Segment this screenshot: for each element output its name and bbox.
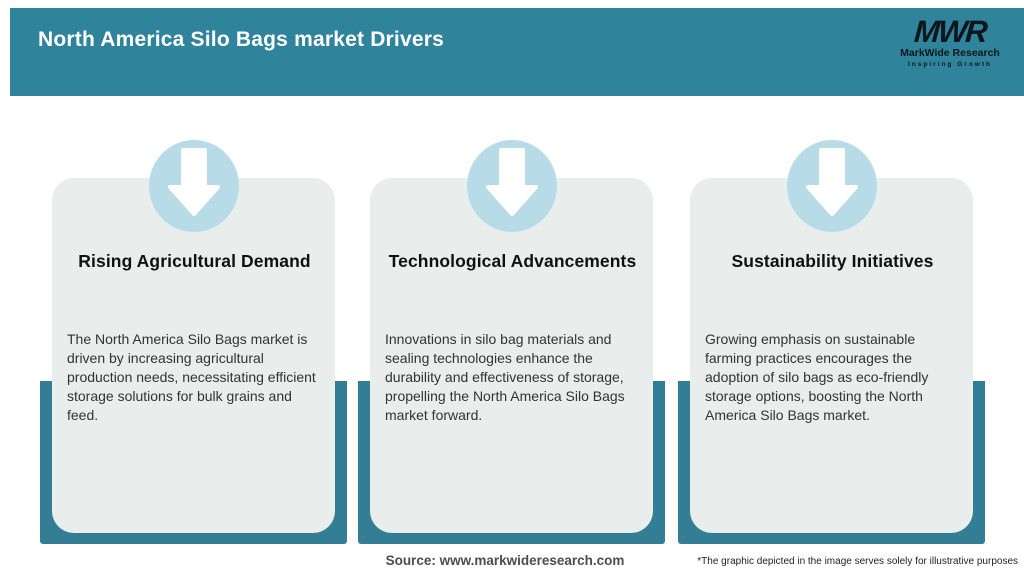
card-panel: Technological Advancements Innovations i… — [370, 178, 653, 533]
card-body-text: Innovations in silo bag materials and se… — [385, 331, 625, 423]
source-text: Source: www.markwideresearch.com — [385, 553, 625, 568]
card-body-text: The North America Silo Bags market is dr… — [67, 331, 316, 423]
header-band: North America Silo Bags market Drivers M… — [10, 8, 1024, 96]
disclaimer-text: *The graphic depicted in the image serve… — [697, 556, 1018, 567]
down-arrow-icon — [148, 140, 239, 232]
card-panel: Rising Agricultural Demand The North Ame… — [52, 178, 335, 533]
card-title: Rising Agricultural Demand — [78, 251, 311, 271]
card-title: Technological Advancements — [388, 251, 637, 271]
markwide-logo: MWR MarkWide Research Inspiring Growth — [892, 14, 1008, 69]
driver-card-sustainability-initiatives: Sustainability Initiatives Growing empha… — [678, 0, 985, 576]
page-title: North America Silo Bags market Drivers — [38, 28, 444, 51]
logo-company-name: MarkWide Research — [900, 47, 1000, 59]
card-panel: Sustainability Initiatives Growing empha… — [690, 178, 973, 533]
driver-card-technological-advancements: Technological Advancements Innovations i… — [358, 0, 665, 576]
card-body-text: Growing emphasis on sustainable farming … — [705, 331, 929, 423]
driver-card-rising-agricultural-demand: Rising Agricultural Demand The North Ame… — [40, 0, 347, 576]
logo-tagline: Inspiring Growth — [908, 61, 992, 68]
down-arrow-icon — [466, 140, 557, 232]
card-title: Sustainability Initiatives — [731, 251, 934, 271]
down-arrow-icon — [786, 140, 877, 232]
